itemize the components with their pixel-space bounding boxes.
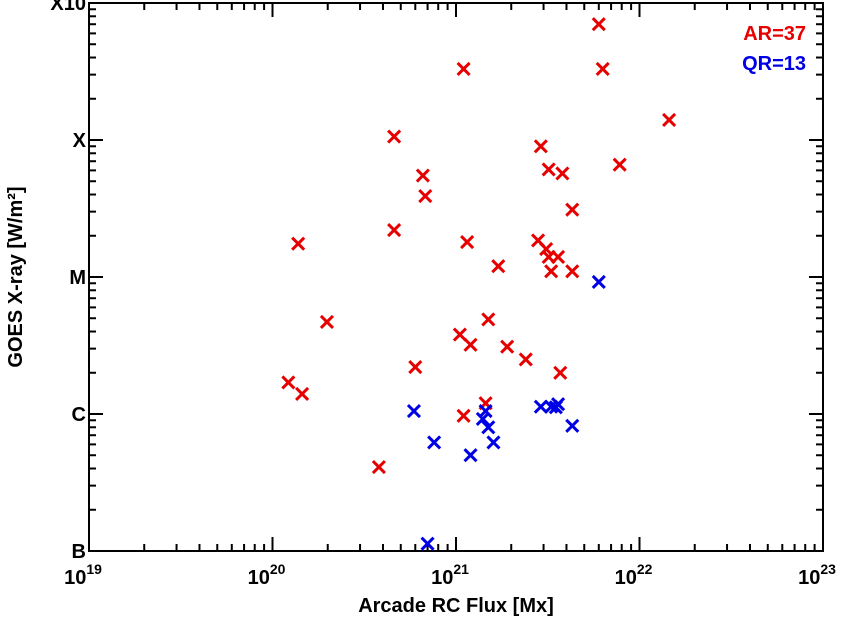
x-axis-title: Arcade RC Flux [Mx] [358,595,554,617]
ar-point [452,327,467,342]
scatter-points [281,17,677,551]
qr-point [565,418,580,433]
ar-point [418,188,433,204]
ar-point [456,408,471,423]
y-tick-label: B [72,541,86,563]
ar-point [533,139,548,154]
plot-frame [88,2,824,552]
ar-point [541,162,556,177]
ar-point [591,17,606,32]
ar-point [415,168,430,183]
x-tick-label: 1022 [615,561,653,589]
ar-point [371,459,386,475]
ar-point [544,264,559,279]
ar-point [295,386,310,402]
ar-point [518,352,533,367]
y-tick-label: M [69,267,86,289]
qr-point [486,435,501,450]
ar-point [281,375,296,390]
ar-point [387,129,402,144]
qr-point [533,399,548,414]
ar-point [595,61,610,77]
ar-point [500,339,515,354]
ar-point [565,264,580,279]
qr-point [420,536,435,551]
qr-point [478,404,493,419]
ar-point [539,241,554,257]
ar-point [319,314,334,329]
x-tick-label: 1019 [64,561,102,589]
qr-point [591,274,606,290]
ar-point [553,365,568,380]
ar-point [460,234,475,250]
y-tick-label: X [73,130,87,152]
qr-point [475,411,490,427]
qr-point [406,404,422,419]
y-axis-title: GOES X-ray [W/m²] [5,186,27,367]
ar-point [456,61,471,77]
legend-entry-ar: AR=37 [743,23,806,45]
ar-point [662,112,677,128]
ar-point [565,202,580,217]
x-tick-label: 1020 [248,561,286,589]
qr-point [481,420,496,435]
qr-point [548,400,563,415]
ar-point [463,337,478,352]
ar-point [387,223,402,238]
tick-labels: 1019 1020 1021 1022 1023 B C M X X10 [50,0,836,589]
qr-point [427,435,442,450]
y-tick-label: X10 [50,0,86,15]
x-tick-label: 1023 [798,561,836,589]
ar-point [491,259,506,274]
ar-point [481,312,496,327]
ar-point [291,236,306,251]
x-tick-label: 1021 [431,561,469,589]
ar-point [551,249,566,265]
ar-point [612,157,627,172]
axis-ticks [89,3,823,551]
qr-point [463,448,478,463]
y-tick-label: C [72,404,86,426]
legend-entry-qr: QR=13 [742,53,806,75]
ar-point [555,166,570,181]
ar-point [408,360,423,375]
